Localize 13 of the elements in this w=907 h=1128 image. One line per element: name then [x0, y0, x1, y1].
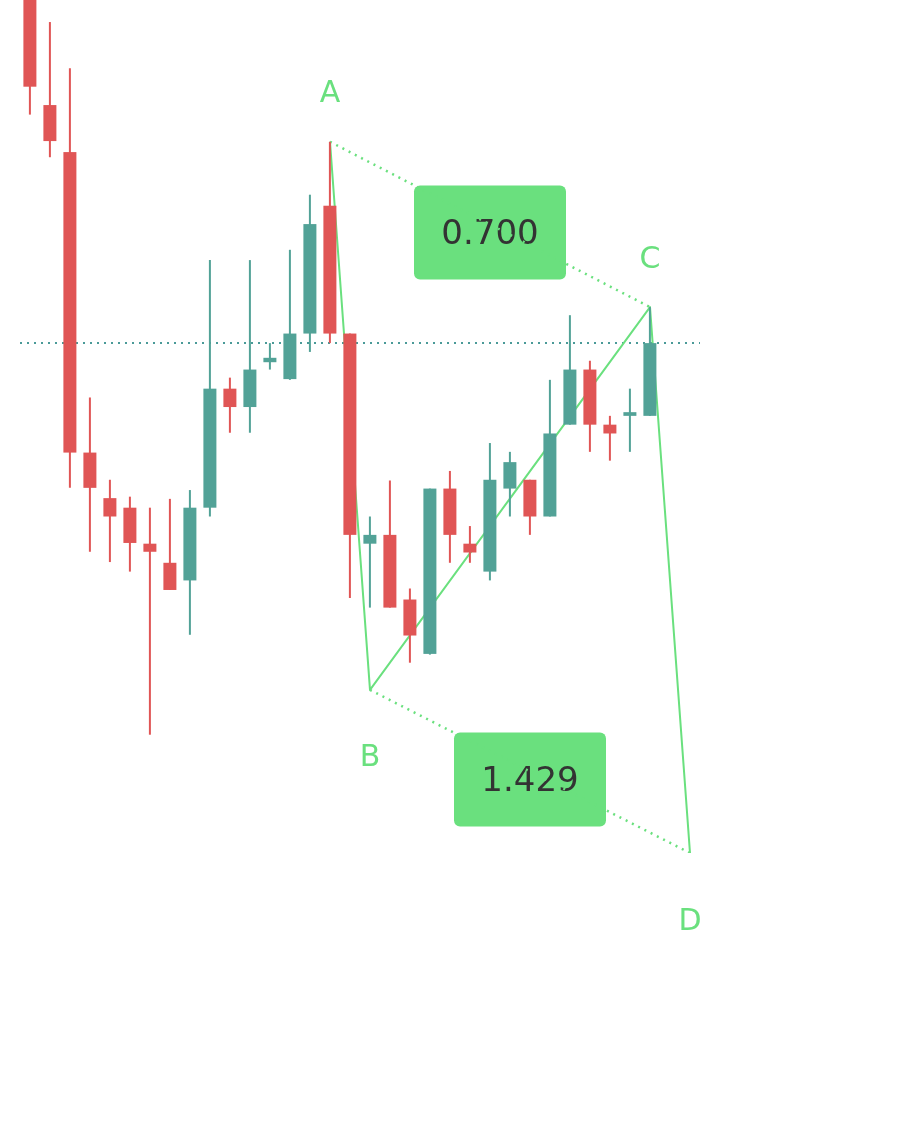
annotation: 0.700	[441, 212, 539, 253]
candlestick	[363, 515, 377, 609]
candlestick	[223, 376, 237, 434]
candlestick	[603, 414, 617, 462]
candlestick	[103, 478, 117, 564]
text: 1.429	[481, 759, 579, 800]
annotation: C	[639, 239, 661, 275]
candlestick	[623, 387, 637, 453]
text: D	[678, 901, 702, 937]
candlestick	[143, 506, 157, 736]
candlestick	[463, 525, 477, 564]
text: B	[359, 738, 381, 774]
annotation: A	[319, 74, 341, 110]
